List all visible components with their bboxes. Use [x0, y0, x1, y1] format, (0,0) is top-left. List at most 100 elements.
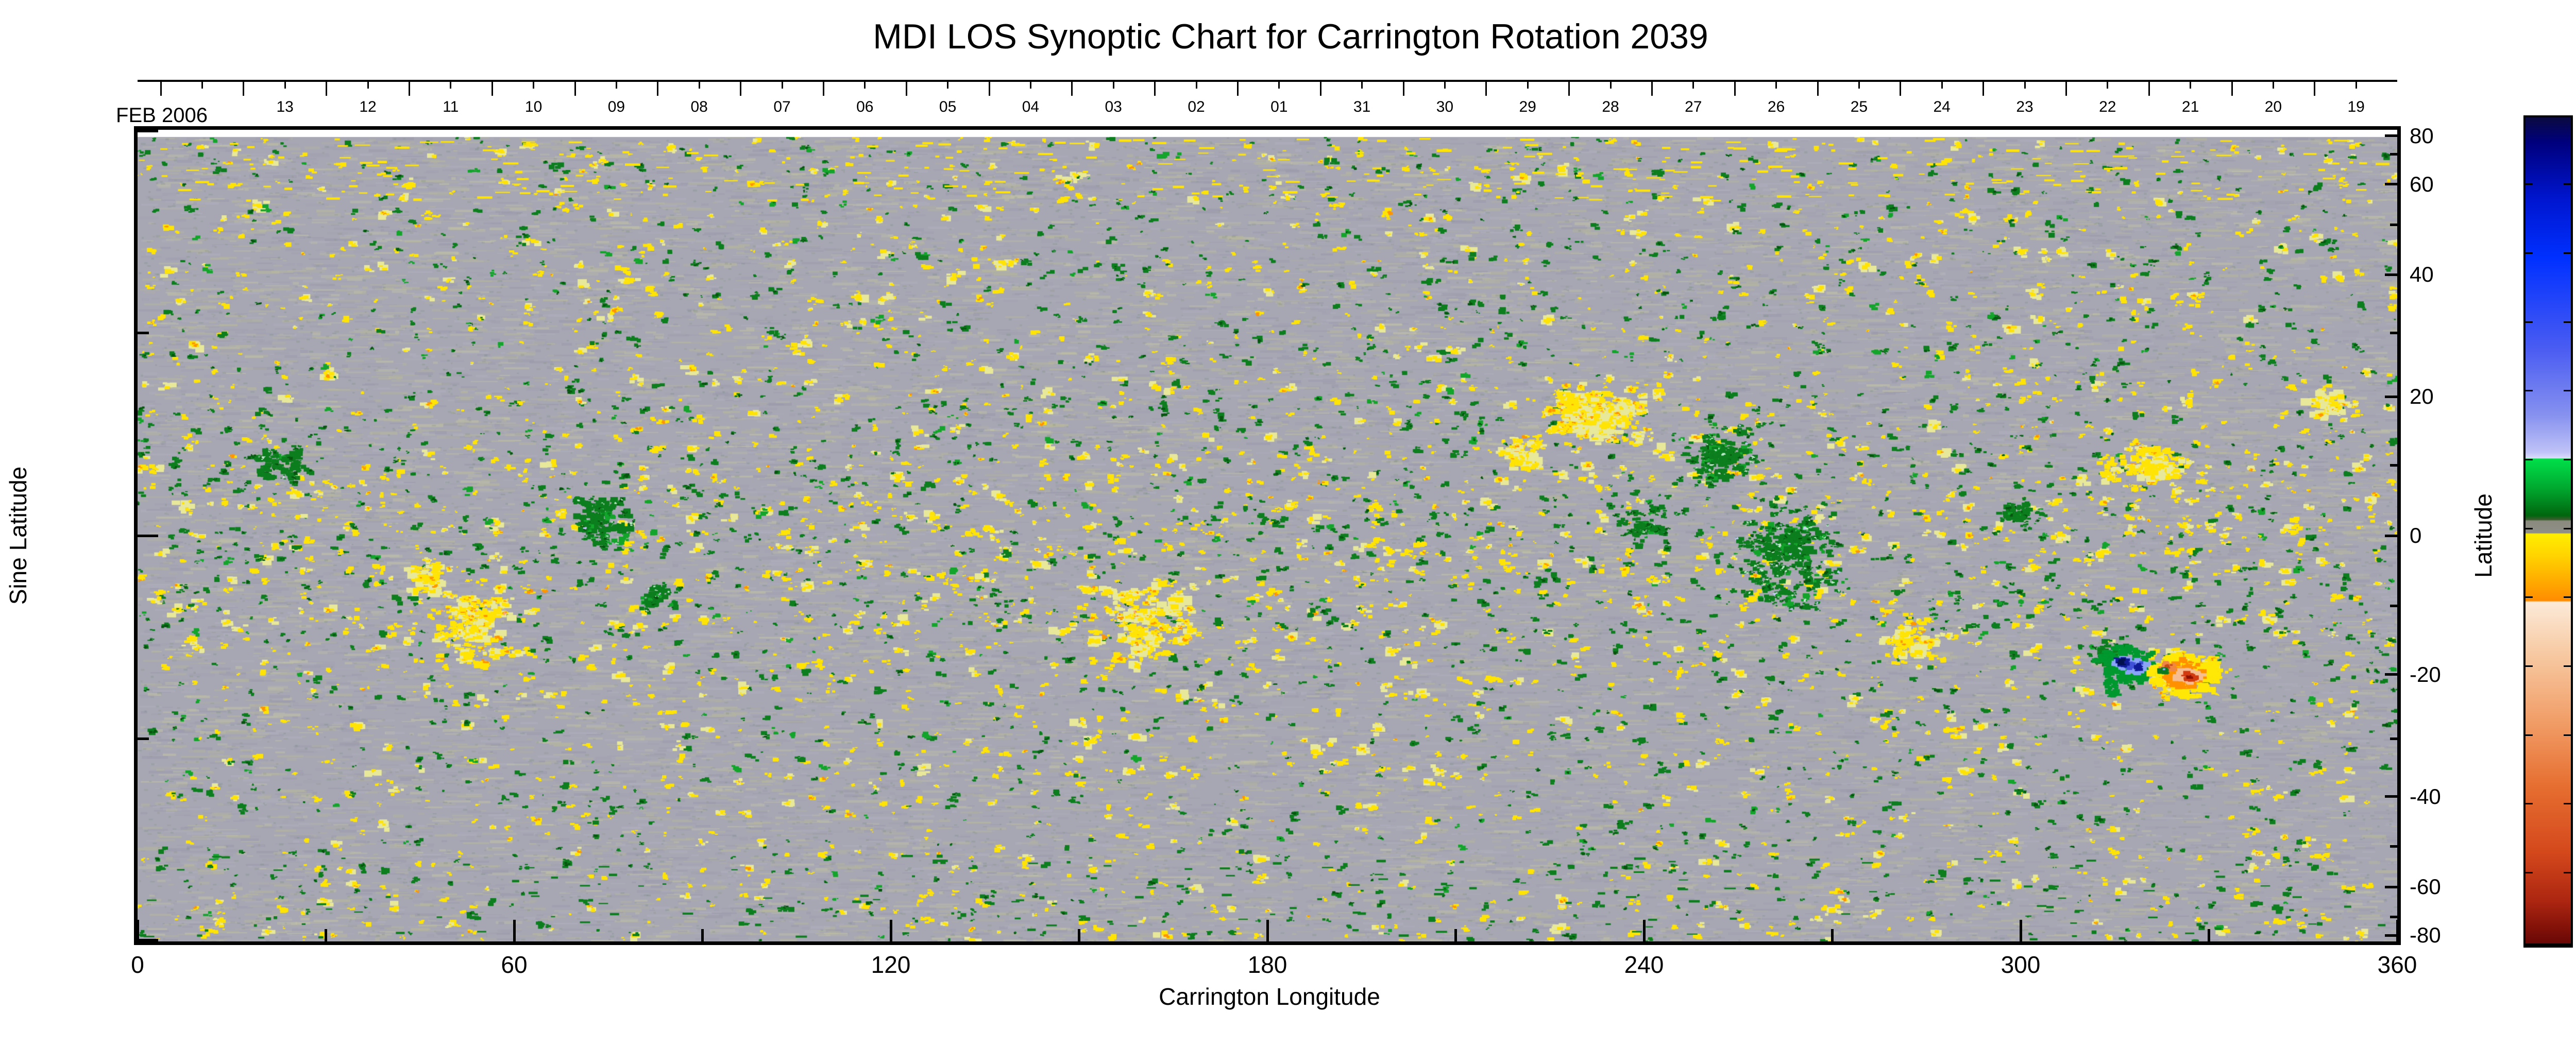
date-tick-major [988, 80, 990, 96]
colorbar-tick [2523, 390, 2533, 392]
y-right-tick-label: 40 [2410, 262, 2434, 287]
x-tick-label: 300 [2001, 951, 2041, 978]
colorbar-tick [2523, 321, 2533, 323]
x-tick-label: 120 [871, 951, 911, 978]
date-label: 24 [1933, 98, 1951, 115]
date-tick-major [740, 80, 742, 96]
x-tick-major [2019, 920, 2022, 941]
date-tick-minor [1195, 80, 1197, 89]
x-tick-major [1266, 920, 1269, 941]
date-tick-major [1651, 80, 1653, 96]
date-tick-minor [201, 80, 203, 89]
date-label: 26 [1767, 98, 1785, 115]
date-tick-minor [450, 80, 452, 89]
date-tick-minor [1112, 80, 1114, 89]
date-label: 09 [607, 98, 625, 115]
date-tick-minor [2190, 80, 2192, 89]
date-tick-minor [2107, 80, 2109, 89]
x-tick-major [2396, 920, 2399, 941]
x-tick-minor [1454, 929, 1457, 941]
date-tick-minor [947, 80, 949, 89]
date-label: 31 [1353, 98, 1371, 115]
y-right-tick-minor [2390, 845, 2397, 848]
x-tick-label: 0 [131, 951, 144, 978]
x-tick-label: 60 [501, 951, 528, 978]
colorbar-tick [2523, 665, 2533, 667]
date-tick-major [574, 80, 576, 96]
date-tick-major [2148, 80, 2150, 96]
y-right-tick-minor [2390, 464, 2397, 467]
date-tick-major [2314, 80, 2316, 96]
x-tick-label: 360 [2377, 951, 2417, 978]
date-label: 28 [1602, 98, 1619, 115]
date-tick-major [1900, 80, 1902, 96]
date-label: 08 [690, 98, 708, 115]
date-tick-minor [1692, 80, 1694, 89]
y-left-tick-major [138, 130, 158, 132]
magnetogram-canvas [138, 130, 2397, 941]
y-right-tick-label: 20 [2410, 384, 2434, 409]
colorbar-tick [2564, 321, 2573, 323]
date-tick-major [1236, 80, 1239, 96]
date-axis-line [138, 80, 2397, 82]
date-label: 29 [1519, 98, 1536, 115]
colorbar-tick [2564, 390, 2573, 392]
y-right-tick-label: -60 [2410, 874, 2441, 899]
y-right-tick-major [2385, 795, 2397, 798]
colorbar-tick [2523, 183, 2533, 185]
colorbar-tick [2564, 183, 2573, 185]
colorbar-tick [2564, 871, 2573, 873]
date-axis-month-label: FEB 2006 [116, 104, 208, 127]
y-right-tick-minor [2390, 331, 2397, 334]
colorbar-tick [2564, 527, 2573, 529]
date-tick-major [2231, 80, 2233, 96]
date-tick-major [2065, 80, 2067, 96]
y-right-tick-major [2385, 934, 2397, 937]
x-tick-major [1642, 920, 1646, 941]
colorbar-tick [2523, 871, 2533, 873]
date-label: 22 [2099, 98, 2116, 115]
date-tick-major [1071, 80, 1073, 96]
x-tick-major [513, 920, 516, 941]
date-label: 19 [2347, 98, 2365, 115]
colorbar-tick [2564, 734, 2573, 736]
date-label: 25 [1850, 98, 1868, 115]
date-label: 05 [939, 98, 957, 115]
date-label: 11 [443, 98, 459, 115]
date-tick-major [1817, 80, 1819, 96]
y-right-tick-label: -40 [2410, 784, 2441, 809]
y-left-tick-major [138, 534, 158, 537]
date-label: 23 [2016, 98, 2033, 115]
x-tick-label: 240 [1624, 951, 1664, 978]
date-tick-major [1734, 80, 1736, 96]
colorbar-tick [2523, 596, 2533, 598]
date-tick-major [1982, 80, 1985, 96]
date-label: 13 [276, 98, 294, 115]
y-right-tick-minor [2390, 915, 2397, 918]
date-tick-major [1485, 80, 1487, 96]
colorbar-tick [2523, 527, 2533, 529]
date-tick-minor [533, 80, 535, 89]
y-left-tick-major [138, 939, 158, 941]
y-right-tick-label: -80 [2410, 923, 2441, 948]
date-tick-major [1154, 80, 1156, 96]
date-tick-minor [698, 80, 700, 89]
date-label: 06 [856, 98, 874, 115]
y-right-tick-minor [2390, 605, 2397, 608]
plot-frame [134, 126, 2401, 945]
date-label: 07 [773, 98, 791, 115]
date-tick-major [1402, 80, 1404, 96]
colorbar-tick [2564, 803, 2573, 805]
date-tick-major [822, 80, 824, 96]
date-tick-minor [1858, 80, 1860, 89]
date-label: 01 [1270, 98, 1288, 115]
date-tick-minor [864, 80, 866, 89]
colorbar [2523, 115, 2573, 948]
date-tick-major [1319, 80, 1321, 96]
date-tick-minor [1527, 80, 1529, 89]
colorbar-tick [2523, 458, 2533, 460]
date-label: 03 [1105, 98, 1122, 115]
date-tick-minor [367, 80, 369, 89]
date-tick-minor [1278, 80, 1280, 89]
y-right-tick-minor [2390, 737, 2397, 740]
